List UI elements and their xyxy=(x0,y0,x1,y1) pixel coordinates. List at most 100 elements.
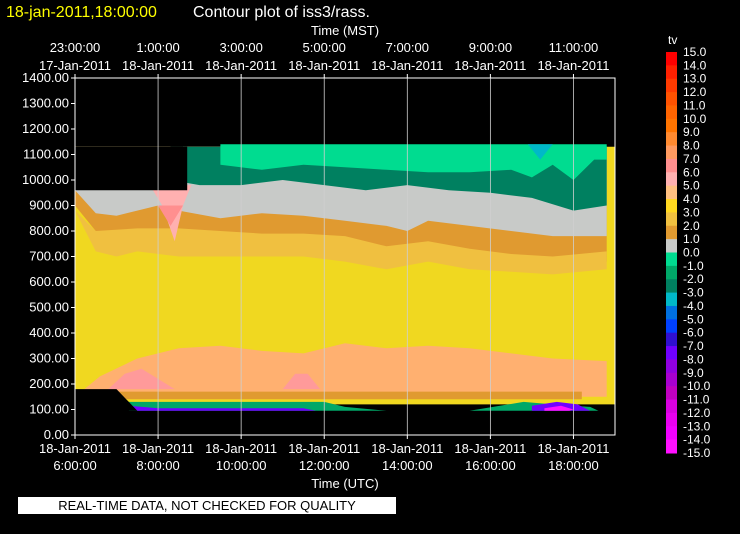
top-axis-label: Time (MST) xyxy=(311,23,379,38)
colorbar-level-label: -7.0 xyxy=(683,339,704,353)
colorbar-swatch-15 xyxy=(666,252,677,267)
top-tick-date: 18-Jan-2011 xyxy=(122,58,194,73)
colorbar-level-label: -3.0 xyxy=(683,286,704,300)
colorbar-swatch-8 xyxy=(666,158,677,173)
top-tick-time: 5:00:00 xyxy=(303,40,346,55)
plot-area xyxy=(75,123,615,411)
axes: 1400.00 1300.00 1200.00 1100.00 1000.00 900.0… xyxy=(22,40,616,473)
contour-band-12 xyxy=(99,391,582,400)
colorbar-level-label: -15.0 xyxy=(683,446,711,460)
colorbar-swatch-3 xyxy=(666,92,677,106)
bottom-tick-date: 18-Jan-2011 xyxy=(288,441,360,456)
colorbar-swatch-28 xyxy=(666,426,677,441)
y-tick-label: 1000.00 xyxy=(22,172,69,187)
colorbar-swatch-12 xyxy=(666,212,677,227)
top-tick-time: 23:00:00 xyxy=(50,40,101,55)
colorbar-level-label: 6.0 xyxy=(683,165,700,179)
colorbar-swatch-25 xyxy=(666,386,677,401)
colorbar-level-label: -6.0 xyxy=(683,326,704,340)
top-tick-time: 7:00:00 xyxy=(386,40,429,55)
y-tick-label: 1100.00 xyxy=(23,147,69,162)
colorbar-level-label: 10.0 xyxy=(683,112,707,126)
colorbar-swatch-17 xyxy=(666,279,677,294)
y-tick-label: 0.00 xyxy=(44,427,69,442)
colorbar-swatch-26 xyxy=(666,399,677,414)
colorbar-swatch-23 xyxy=(666,359,677,374)
colorbar-level-label: 14.0 xyxy=(683,58,707,72)
colorbar-swatch-1 xyxy=(666,65,677,80)
y-tick-label: 400.00 xyxy=(29,325,69,340)
top-tick-time: 9:00:00 xyxy=(469,40,512,55)
bottom-tick-time: 14:00:00 xyxy=(382,458,433,473)
colorbar-level-label: 3.0 xyxy=(683,205,700,219)
colorbar-level-label: -5.0 xyxy=(683,312,704,326)
colorbar-level-label: -4.0 xyxy=(683,299,704,313)
colorbar-level-label: 11.0 xyxy=(683,98,706,112)
y-tick-label: 1400.00 xyxy=(22,70,69,85)
colorbar-swatch-4 xyxy=(666,105,677,120)
colorbar-level-label: -10.0 xyxy=(683,379,711,393)
colorbar-level-label: 13.0 xyxy=(683,72,707,86)
colorbar-level-label: 1.0 xyxy=(683,232,700,246)
bottom-tick-time: 8:00:00 xyxy=(136,458,179,473)
y-tick-label: 1300.00 xyxy=(22,96,69,111)
colorbar-swatch-2 xyxy=(666,78,677,93)
top-tick-time: 1:00:00 xyxy=(136,40,179,55)
colorbar-level-label: 8.0 xyxy=(683,139,700,153)
bottom-tick-date: 18-Jan-2011 xyxy=(537,441,609,456)
colorbar-swatch-29 xyxy=(666,439,677,454)
colorbar-level-label: 0.0 xyxy=(683,246,700,260)
colorbar-level-label: 2.0 xyxy=(683,219,700,233)
y-tick-label: 500.00 xyxy=(29,300,69,315)
colorbar-level-label: 4.0 xyxy=(683,192,700,206)
bottom-tick-date: 18-Jan-2011 xyxy=(122,441,194,456)
colorbar-swatch-16 xyxy=(666,265,677,280)
top-tick-date: 17-Jan-2011 xyxy=(39,58,111,73)
no-data-mask-0 xyxy=(75,146,188,191)
bottom-tick-time: 16:00:00 xyxy=(465,458,516,473)
colorbar-swatch-18 xyxy=(666,292,677,307)
colorbar-level-label: -11.0 xyxy=(683,393,710,407)
contour-band-11 xyxy=(158,205,183,226)
colorbar-swatch-20 xyxy=(666,319,677,334)
top-tick-date: 18-Jan-2011 xyxy=(371,58,443,73)
quality-notice: REAL-TIME DATA, NOT CHECKED FOR QUALITY xyxy=(18,497,396,514)
colorbar-swatch-21 xyxy=(666,332,677,347)
colorbar-level-label: -8.0 xyxy=(683,352,704,366)
y-tick-label: 100.00 xyxy=(29,402,69,417)
y-tick-label: 200.00 xyxy=(29,376,69,391)
colorbar-level-label: -13.0 xyxy=(683,419,711,433)
top-tick-date: 18-Jan-2011 xyxy=(205,58,277,73)
bottom-tick-date: 18-Jan-2011 xyxy=(371,441,443,456)
contour-band-16 xyxy=(544,405,574,411)
contour-band-1 xyxy=(75,343,607,397)
colorbar-swatch-19 xyxy=(666,305,677,320)
top-tick-time: 11:00:00 xyxy=(549,40,599,55)
colorbar-swatch-9 xyxy=(666,172,677,187)
bottom-tick-date: 18-Jan-2011 xyxy=(205,441,277,456)
colorbar-swatch-27 xyxy=(666,412,677,427)
colorbar-level-label: -1.0 xyxy=(683,259,704,273)
colorbar-swatch-6 xyxy=(666,132,677,147)
colorbar-swatch-10 xyxy=(666,185,677,200)
y-tick-label: 600.00 xyxy=(29,274,69,289)
contour-band-14 xyxy=(129,405,316,411)
colorbar-level-label: -2.0 xyxy=(683,272,704,286)
contour-band-8 xyxy=(220,144,607,180)
y-tick-label: 300.00 xyxy=(29,351,69,366)
colorbar-swatch-22 xyxy=(666,346,677,360)
bottom-tick-time: 18:00:00 xyxy=(548,458,599,473)
colorbar-swatch-7 xyxy=(666,145,677,160)
contour-band-5 xyxy=(75,210,607,275)
y-tick-label: 800.00 xyxy=(29,223,69,238)
y-tick-label: 900.00 xyxy=(29,198,69,213)
top-tick-date: 18-Jan-2011 xyxy=(454,58,526,73)
y-tick-label: 1200.00 xyxy=(22,121,69,136)
top-tick-date: 18-Jan-2011 xyxy=(537,58,609,73)
plot-title: Contour plot of iss3/rass. xyxy=(193,4,370,21)
colorbar-level-label: -14.0 xyxy=(683,433,711,447)
no-data-mask-2 xyxy=(170,123,183,147)
top-tick-time: 3:00:00 xyxy=(219,40,262,55)
colorbar-level-label: -12.0 xyxy=(683,406,711,420)
